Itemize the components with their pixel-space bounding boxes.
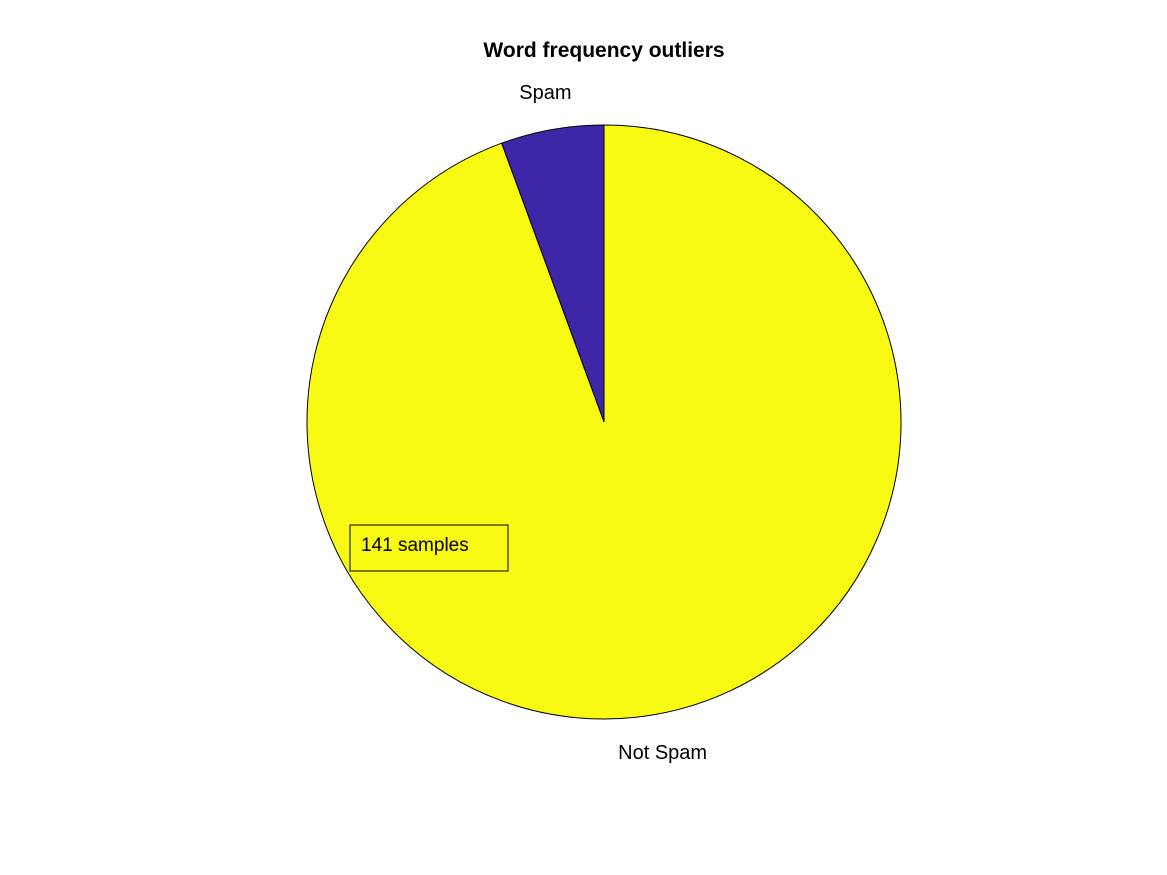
pie-labels: Spam Not Spam xyxy=(519,82,707,764)
pie-slices xyxy=(306,124,902,720)
pie-slice-not-spam xyxy=(306,124,902,720)
slice-label-not-spam: Not Spam xyxy=(618,742,707,764)
annotation-box: 141 samples xyxy=(349,524,509,572)
annotation-border xyxy=(349,524,509,572)
chart-title: Word frequency outliers xyxy=(483,39,724,62)
slice-label-spam: Spam xyxy=(519,82,571,104)
annotation-text: 141 samples xyxy=(361,535,469,556)
